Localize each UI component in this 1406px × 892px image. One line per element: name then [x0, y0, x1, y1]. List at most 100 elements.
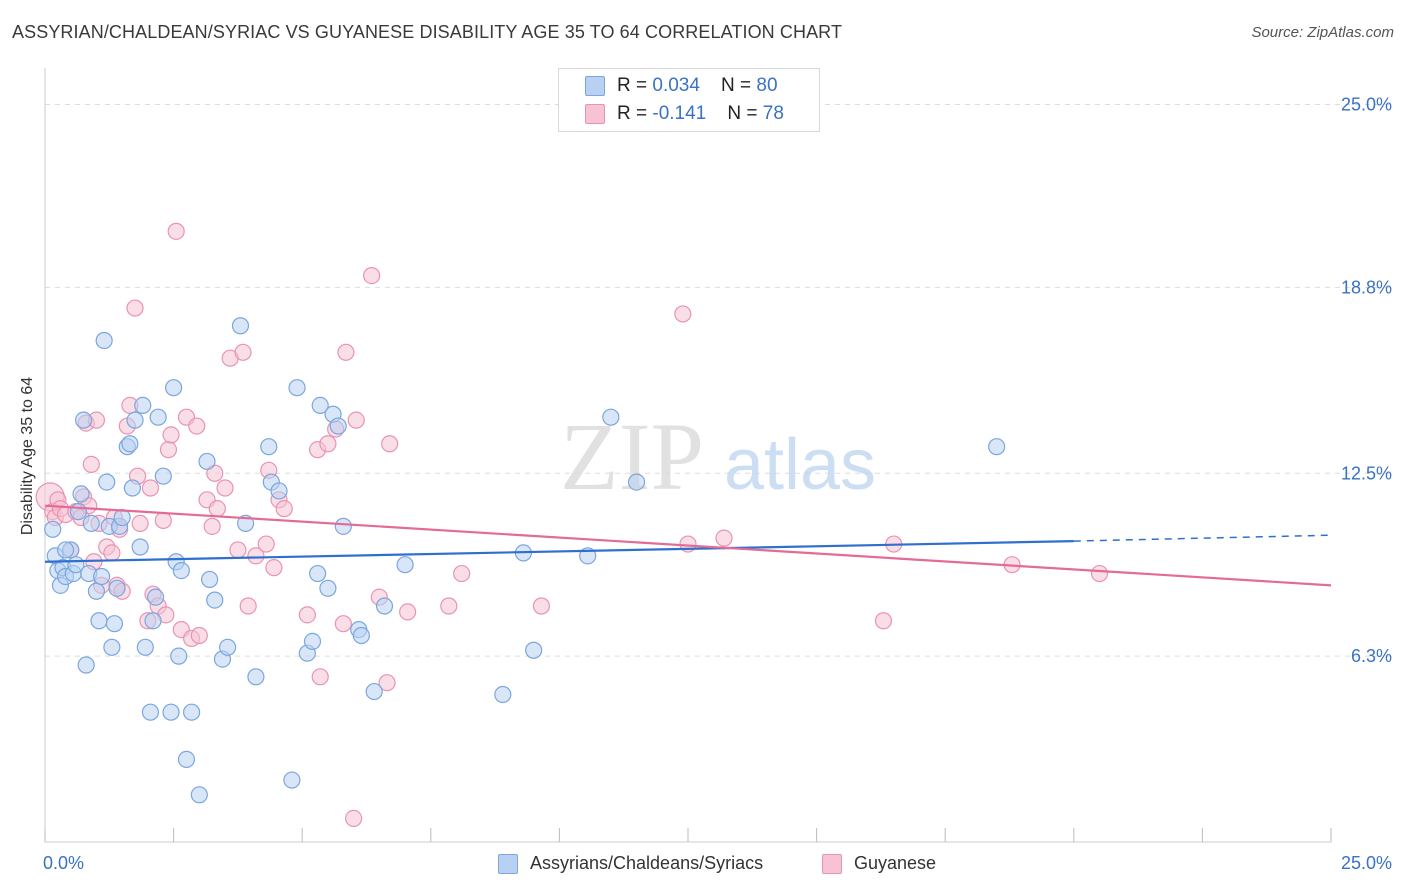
- tick-labels: 6.3% 12.5% 18.8% 25.0% 0.0% 25.0%: [43, 95, 1392, 874]
- assyrian-point: [69, 503, 88, 521]
- assyrian-point: [121, 435, 139, 453]
- assyrian-point: [170, 647, 188, 665]
- guyanese-point: [82, 455, 100, 473]
- guyanese-point: [203, 517, 221, 535]
- assyrian-point: [525, 641, 543, 659]
- assyrian-point: [283, 771, 301, 789]
- assyrian-point: [177, 750, 196, 769]
- assyrian-point: [334, 517, 352, 535]
- assyrian-point: [219, 638, 237, 656]
- legend-r-label: R =: [617, 103, 653, 124]
- guyanese-point: [337, 343, 355, 361]
- assyrian-point: [183, 703, 201, 721]
- guyanese-point: [532, 597, 550, 615]
- trend-lines: [44, 504, 1332, 587]
- watermark: ZIP atlas: [560, 403, 876, 510]
- assyrian-point: [198, 452, 216, 471]
- guyanese-point: [247, 547, 265, 565]
- assyrian-point: [56, 541, 75, 559]
- legend-swatch-blue: [498, 854, 518, 874]
- assyrian-point: [172, 561, 190, 580]
- legend-swatch-blue: [585, 76, 605, 96]
- assyrian-point: [108, 579, 126, 597]
- guyanese-point: [399, 603, 417, 621]
- assyrian-point: [319, 579, 337, 597]
- guyanese-point: [1090, 564, 1109, 583]
- legend-swatch-pink: [585, 104, 605, 124]
- y-tick-label: 25.0%: [1341, 95, 1392, 115]
- assyrian-point: [44, 520, 62, 538]
- chart-title: ASSYRIAN/CHALDEAN/SYRIAC VS GUYANESE DIS…: [12, 22, 843, 42]
- grid-lines: [45, 104, 1390, 657]
- guyanese-point: [874, 612, 893, 630]
- assyrian-point: [146, 588, 165, 606]
- assyrian-point: [352, 626, 370, 645]
- assyrian-point: [74, 411, 93, 429]
- assyrian-point: [90, 612, 108, 630]
- guyanese-point: [126, 299, 144, 317]
- assyrian-point: [131, 538, 149, 556]
- guyanese-point: [234, 343, 252, 361]
- guyanese-point: [298, 606, 316, 624]
- legend-label-guyanese: Guyanese: [854, 853, 937, 873]
- legend-label-assyrian: Assyrians/Chaldeans/Syriacs: [530, 853, 764, 873]
- y-tick-label: 6.3%: [1351, 646, 1392, 666]
- assyrian-point: [311, 396, 329, 414]
- x-tick-label: 0.0%: [43, 853, 84, 873]
- guyanese-point: [347, 411, 365, 429]
- assyrian-point: [95, 331, 113, 350]
- assyrian-point: [149, 408, 167, 426]
- assyrian-point: [105, 615, 124, 633]
- assyrian-point: [141, 703, 160, 721]
- watermark-zip: ZIP: [560, 403, 704, 510]
- legend-n-label: N =: [727, 103, 763, 124]
- legend-swatch-pink: [822, 854, 842, 874]
- assyrian-point: [123, 479, 142, 497]
- guyanese-point: [311, 668, 329, 686]
- guyanese-point: [378, 674, 396, 692]
- assyrian-point: [988, 438, 1006, 456]
- guyanese-point: [131, 514, 149, 533]
- assyrian-point: [134, 396, 152, 414]
- legend-text-assyrian: R = 0.034 N = 80: [617, 75, 778, 97]
- assyrian-point: [162, 703, 180, 721]
- guyanese-point: [141, 479, 160, 497]
- axes: [44, 68, 1332, 843]
- correlation-legend: R = 0.034 N = 80 R = -0.141 N = 78: [558, 68, 820, 132]
- assyrian-point: [303, 632, 322, 651]
- guyanese-point: [162, 426, 180, 444]
- guyanese-point: [319, 435, 337, 453]
- guyanese-trend-line: [44, 504, 1332, 587]
- assyrian-point: [365, 682, 383, 701]
- legend-text-guyanese: R = -0.141 N = 78: [617, 103, 784, 125]
- guyanese-point: [381, 435, 399, 453]
- guyanese-point: [453, 564, 471, 583]
- assyrian-point: [627, 473, 646, 491]
- guyanese-point: [239, 597, 257, 615]
- legend-n-label: N =: [721, 75, 757, 96]
- guyanese-point: [190, 626, 208, 645]
- x-tick-label: 25.0%: [1341, 853, 1392, 873]
- assyrian-point: [396, 556, 414, 574]
- assyrian-point: [329, 417, 347, 435]
- guyanese-point: [345, 809, 363, 828]
- assyrian-point: [82, 514, 100, 533]
- assyrian-point: [144, 612, 162, 630]
- source-credit: Source: ZipAtlas.com: [1251, 24, 1394, 41]
- guyanese-point: [265, 559, 283, 577]
- guyanese-point: [275, 500, 293, 518]
- assyrian-point: [288, 379, 306, 397]
- assyrian-point: [103, 638, 121, 656]
- legend-r-value: -0.141: [652, 103, 707, 124]
- assyrian-point: [126, 411, 144, 429]
- assyrian-trend-extension: [1073, 534, 1332, 542]
- assyrian-point: [154, 467, 172, 485]
- assyrian-point: [602, 408, 620, 426]
- assyrian-point: [77, 656, 95, 674]
- assyrian-point: [98, 473, 116, 491]
- legend-r-value: 0.034: [652, 75, 700, 96]
- assyrian-point: [247, 668, 265, 686]
- assyrian-point: [190, 786, 208, 804]
- guyanese-point: [334, 615, 352, 633]
- guyanese-point: [159, 441, 178, 459]
